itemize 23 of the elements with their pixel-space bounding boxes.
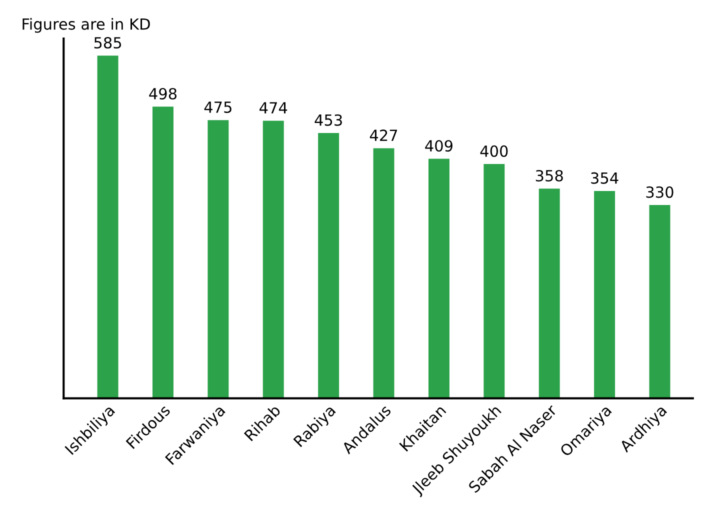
data-label: 427: [370, 130, 398, 141]
bar: [484, 164, 505, 398]
data-label: 409: [425, 140, 452, 152]
data-label: 453: [314, 114, 342, 126]
data-label: 330: [646, 186, 674, 198]
data-label: 585: [94, 37, 122, 49]
bar: [538, 188, 560, 398]
bar: [373, 148, 394, 398]
bar: [318, 133, 340, 398]
bar: [649, 205, 670, 398]
data-label: 358: [536, 170, 563, 182]
data-label: 475: [204, 102, 232, 113]
data-label: 400: [480, 145, 508, 157]
bar: [208, 120, 229, 398]
bar: [152, 106, 174, 398]
bar: [594, 190, 616, 398]
data-label: 354: [591, 172, 618, 184]
bar: [97, 56, 118, 398]
chart-title: Figures are in KD: [22, 18, 150, 33]
data-label: 474: [260, 102, 288, 114]
data-label: 498: [149, 88, 177, 100]
bar: [262, 120, 284, 398]
bar: [428, 158, 450, 398]
